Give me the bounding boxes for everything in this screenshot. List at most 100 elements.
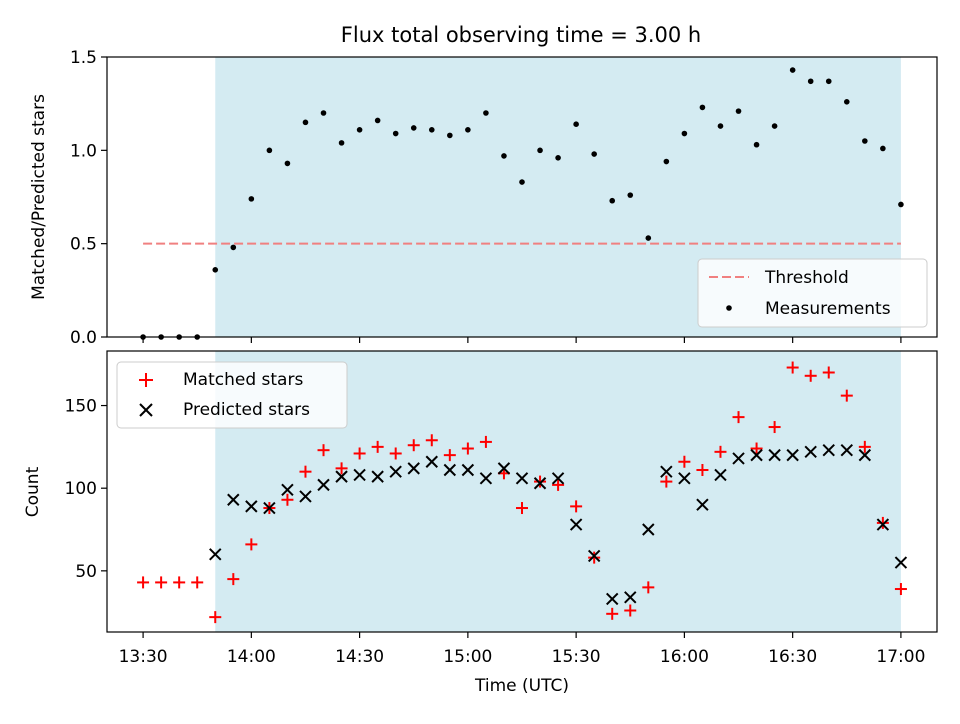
predicted-star-stroke-b [858,448,872,462]
matched-star-point [407,439,420,452]
measurement-point [302,119,309,126]
matched-star-point [281,493,294,506]
ratio-y-tick-label: 1.5 [70,48,97,68]
measurement-point [681,130,688,137]
predicted-star-stroke-b [209,548,222,561]
measurement-point [735,108,742,114]
predicted-star-stroke-b [822,443,835,457]
count-legend: Matched stars Predicted stars [116,361,348,429]
count-x-tick-label: 17:00 [876,647,925,667]
matched-star-point [479,435,492,448]
predicted-star-point [714,468,727,482]
measurement-point [880,145,886,152]
matched-star-point [606,607,619,620]
measurement-point [537,147,543,154]
measurement-point [338,140,345,146]
predicted-star-point [227,493,240,506]
predicted-star-point [389,465,402,478]
matched-star-point [858,440,871,453]
legend-threshold-label: Threshold [764,268,849,288]
measurement-points [140,67,904,340]
ratio-y-axis: 0.0 0.5 1.0 1.5 [70,48,107,348]
matched-star-point [137,576,150,589]
measurement-point [410,125,417,131]
count-y-tick-label: 100 [65,479,97,499]
matched-star-point [389,447,402,460]
measurement-point [807,78,814,85]
count-x-tick-label: 14:00 [227,647,276,667]
measurement-point [609,197,616,204]
count-legend-box [116,361,348,429]
matched-star-point [209,611,222,624]
predicted-star-point [569,518,583,531]
predicted-star-stroke-b [569,518,583,531]
matched-star-point [534,475,547,488]
predicted-star-stroke-b [533,477,547,490]
matched-star-point [570,500,583,513]
ratio-legend-box [697,258,928,328]
predicted-star-point [497,462,511,475]
predicted-star-point [317,478,330,492]
measurement-point [862,138,868,144]
predicted-star-point [624,591,637,604]
predicted-star-point [804,445,817,459]
measurement-point [717,123,724,129]
predicted-star-point [876,518,890,531]
measurement-point [645,235,652,241]
predicted-star-point [660,465,673,478]
predicted-star-stroke-b [335,470,348,483]
predicted-star-point [732,452,745,465]
predicted-star-point [551,472,565,485]
matched-star-point [335,462,348,475]
ratio-panel: 0.0 0.5 1.0 1.5 Matched/Predicted stars Thr… [29,48,938,348]
measurement-point [230,244,237,251]
measurement-point [501,153,507,159]
ratio-y-tick-label: 0.5 [70,235,97,255]
matched-star-point [714,445,727,458]
measurement-point [519,179,525,185]
predicted-star-stroke-b [587,549,601,563]
measurement-point [843,99,850,105]
ratio-y-tick-label: 0.0 [70,328,97,348]
matched-star-point [299,465,312,478]
predicted-star-stroke-b [642,523,655,536]
measurement-point [753,141,760,148]
matched-star-point [624,604,637,617]
predicted-star-stroke-b [425,455,438,468]
predicted-star-stroke-b [732,452,745,465]
predicted-star-stroke-b [443,463,457,477]
predicted-star-stroke-b [407,462,420,475]
predicted-star-stroke-b [371,470,384,483]
predicted-star-point [335,470,348,483]
predicted-star-stroke-b [281,483,294,497]
matched-star-point [750,442,763,455]
predicted-star-stroke-b [714,468,727,482]
count-x-axis-label: Time (UTC) [474,676,569,696]
measurement-point [320,110,327,116]
predicted-star-point [245,500,258,513]
predicted-star-stroke-b [696,498,709,511]
predicted-star-point [209,548,222,561]
matched-star-point [822,366,835,379]
matched-star-point [245,538,258,551]
count-x-tick-label: 14:30 [335,647,384,667]
predicted-star-stroke-b [606,592,619,606]
measurement-point [699,104,706,111]
count-y-tick-label: 50 [75,562,97,582]
predicted-star-point [407,462,420,475]
count-x-tick-label: 15:30 [552,647,601,667]
predicted-stars-points [209,443,908,606]
predicted-star-stroke-b [353,468,366,482]
legend-measurements-swatch [726,305,732,311]
ratio-y-axis-label: Matched/Predicted stars [29,94,49,300]
predicted-star-point [515,472,529,485]
measurement-point [771,123,778,129]
measurement-point [212,267,219,273]
predicted-star-stroke-b [804,445,817,459]
measurement-point [789,67,796,73]
predicted-star-point [263,501,276,515]
count-x-tick-label: 15:00 [443,647,492,667]
measurement-point [555,155,561,161]
matched-star-point [155,576,168,589]
legend-predicted-label: Predicted stars [183,400,310,420]
